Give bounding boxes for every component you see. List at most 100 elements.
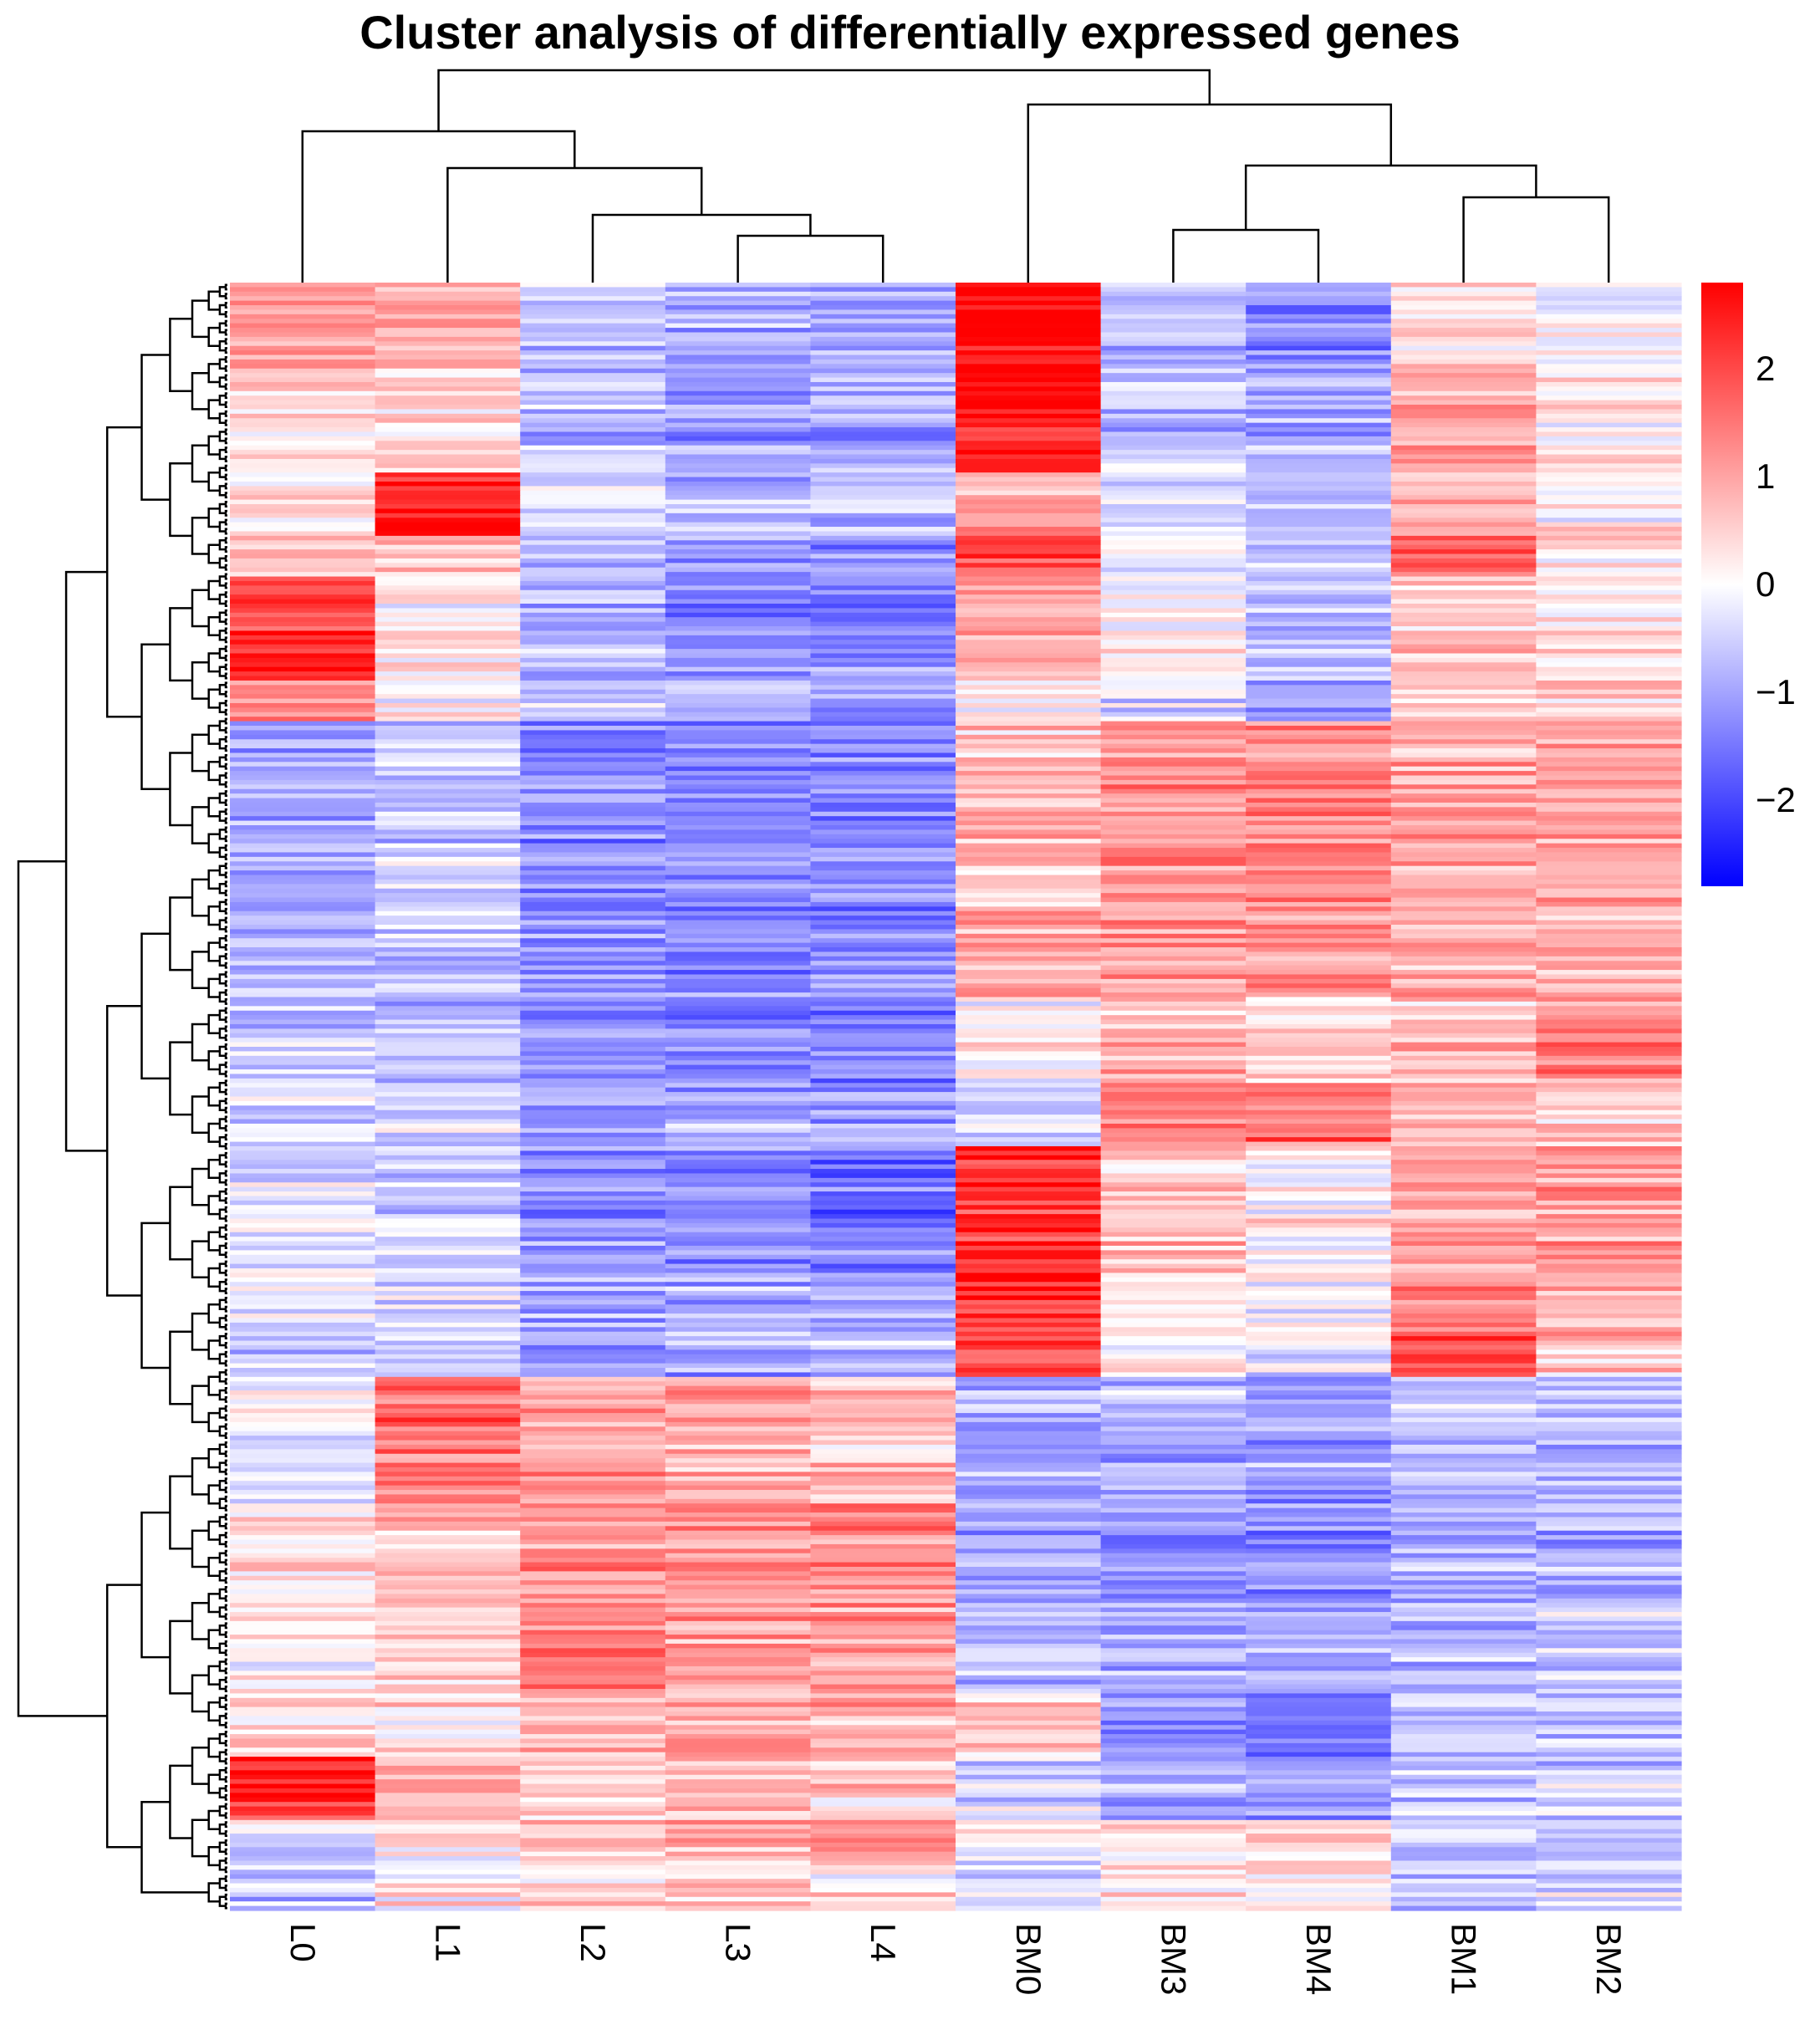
heatmap-row [230, 1584, 1682, 1590]
heatmap-cell [375, 373, 521, 379]
heatmap-cell [1246, 422, 1392, 428]
heatmap-cell [810, 608, 956, 614]
heatmap-cell [1536, 702, 1682, 708]
heatmap-row [230, 1535, 1682, 1541]
heatmap-cell [956, 839, 1102, 844]
heatmap-cell [1100, 1295, 1246, 1301]
heatmap-cell [665, 938, 811, 944]
heatmap-cell [375, 1449, 521, 1455]
heatmap-row [230, 1521, 1682, 1527]
heatmap-cell [520, 748, 666, 754]
heatmap-cell [1246, 531, 1392, 537]
heatmap-cell [1390, 572, 1537, 578]
heatmap-cell [1100, 721, 1246, 727]
heatmap-cell [230, 400, 376, 406]
heatmap-cell [1246, 1680, 1392, 1686]
colorbar-tick-label: −2 [1756, 780, 1796, 819]
heatmap-cell [1536, 1227, 1682, 1233]
heatmap-cell [810, 328, 956, 334]
heatmap-cell [375, 707, 521, 713]
heatmap-cell [810, 779, 956, 785]
heatmap-cell [665, 721, 811, 727]
heatmap-row [230, 1304, 1682, 1310]
heatmap-row [230, 929, 1682, 935]
heatmap-cell [375, 712, 521, 717]
heatmap-cell [375, 1883, 521, 1889]
heatmap-cell [810, 762, 956, 768]
heatmap-cell [1536, 490, 1682, 496]
heatmap-cell [520, 323, 666, 329]
heatmap-cell [1390, 1648, 1537, 1654]
heatmap-cell [665, 1535, 811, 1541]
heatmap-cell [230, 1747, 376, 1753]
heatmap-cell [665, 1851, 811, 1857]
heatmap-cell [375, 839, 521, 844]
heatmap-cell [956, 1879, 1102, 1885]
heatmap-row [230, 1774, 1682, 1780]
heatmap-cell [956, 784, 1102, 790]
heatmap-cell [810, 879, 956, 885]
heatmap-row [230, 567, 1682, 573]
heatmap-cell [375, 834, 521, 839]
heatmap-cell [810, 409, 956, 415]
heatmap-cell [1536, 1594, 1682, 1599]
heatmap-cell [520, 901, 666, 907]
heatmap-cell [1536, 829, 1682, 835]
heatmap-cell [810, 1237, 956, 1242]
heatmap-cell [956, 1575, 1102, 1581]
heatmap-cell [375, 680, 521, 686]
heatmap-cell [520, 390, 666, 396]
heatmap-cell [956, 1543, 1102, 1549]
heatmap-cell [665, 644, 811, 650]
heatmap-cell [1246, 1883, 1392, 1889]
heatmap-row [230, 987, 1682, 993]
heatmap-cell [520, 1819, 666, 1825]
heatmap-row [230, 1006, 1682, 1012]
heatmap-cell [665, 1864, 811, 1870]
heatmap-cell [230, 1725, 376, 1731]
heatmap-cell [956, 1571, 1102, 1577]
heatmap-cell [1246, 345, 1392, 351]
heatmap-row [230, 454, 1682, 460]
heatmap-cell [1246, 698, 1392, 704]
heatmap-cell [1246, 1584, 1392, 1590]
heatmap-cell [665, 381, 811, 387]
heatmap-cell [956, 965, 1102, 971]
heatmap-cell [810, 531, 956, 537]
heatmap-cell [810, 499, 956, 505]
heatmap-cell [230, 748, 376, 754]
heatmap-cell [1100, 1901, 1246, 1907]
heatmap-cell [1390, 1774, 1537, 1780]
heatmap-cell [1536, 1562, 1682, 1568]
heatmap-cell [1390, 717, 1537, 722]
heatmap-cell [956, 1399, 1102, 1405]
heatmap-cell [1536, 671, 1682, 677]
heatmap-cell [375, 1562, 521, 1568]
heatmap-cell [1390, 788, 1537, 794]
heatmap-cell [1100, 319, 1246, 324]
heatmap-cell [810, 640, 956, 645]
heatmap-cell [665, 1625, 811, 1631]
row-dendrogram-link [224, 1676, 227, 1684]
heatmap-cell [810, 743, 956, 749]
heatmap-cell [665, 1408, 811, 1414]
heatmap-cell [520, 1851, 666, 1857]
heatmap-cell [1246, 757, 1392, 763]
heatmap-cell [1246, 1273, 1392, 1278]
heatmap-cell [1536, 1182, 1682, 1188]
heatmap-cell [520, 630, 666, 636]
heatmap-cell [375, 1092, 521, 1098]
heatmap-cell [1536, 734, 1682, 740]
heatmap-cell [810, 1273, 956, 1278]
heatmap-cell [1246, 1331, 1392, 1337]
heatmap-cell [375, 1720, 521, 1726]
row-dendrogram-link [17, 860, 108, 1717]
heatmap-cell [1536, 942, 1682, 948]
heatmap-row [230, 336, 1682, 342]
heatmap-cell [1246, 1372, 1392, 1378]
row-dendrogram-link [224, 1622, 227, 1630]
heatmap-cell [1100, 1851, 1246, 1857]
heatmap-cell [1246, 771, 1392, 777]
heatmap-cell [1390, 644, 1537, 650]
heatmap-cell [810, 1222, 956, 1228]
